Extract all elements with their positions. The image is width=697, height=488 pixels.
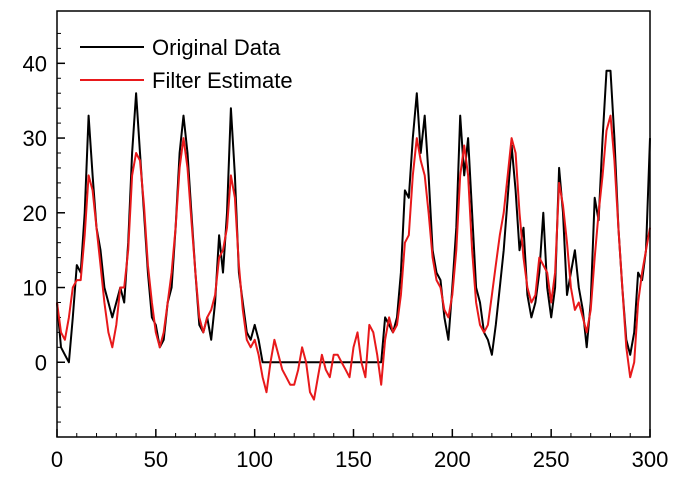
legend-label-filter: Filter Estimate: [152, 68, 293, 93]
y-tick-label: 0: [35, 350, 47, 375]
x-tick-label: 0: [51, 447, 63, 472]
y-tick-label: 20: [23, 201, 47, 226]
x-tick-label: 50: [144, 447, 168, 472]
x-tick-label: 150: [335, 447, 372, 472]
x-tick-label: 300: [632, 447, 669, 472]
y-tick-label: 40: [23, 51, 47, 76]
x-tick-label: 100: [236, 447, 273, 472]
series-layer: [56, 69, 651, 401]
x-tick-label: 200: [434, 447, 471, 472]
x-tick-label: 250: [533, 447, 570, 472]
series-line-filter-estimate: [56, 114, 651, 401]
plot-frame: [56, 10, 651, 438]
y-tick-label: 10: [23, 276, 47, 301]
series-line-original-data: [56, 69, 651, 364]
y-tick-label: 30: [23, 126, 47, 151]
tick-layer: 0 50 100 150 200 250 300 0 10 20 30 40: [23, 32, 669, 472]
legend-label-original: Original Data: [152, 35, 281, 60]
legend: Original Data Filter Estimate: [80, 35, 293, 93]
